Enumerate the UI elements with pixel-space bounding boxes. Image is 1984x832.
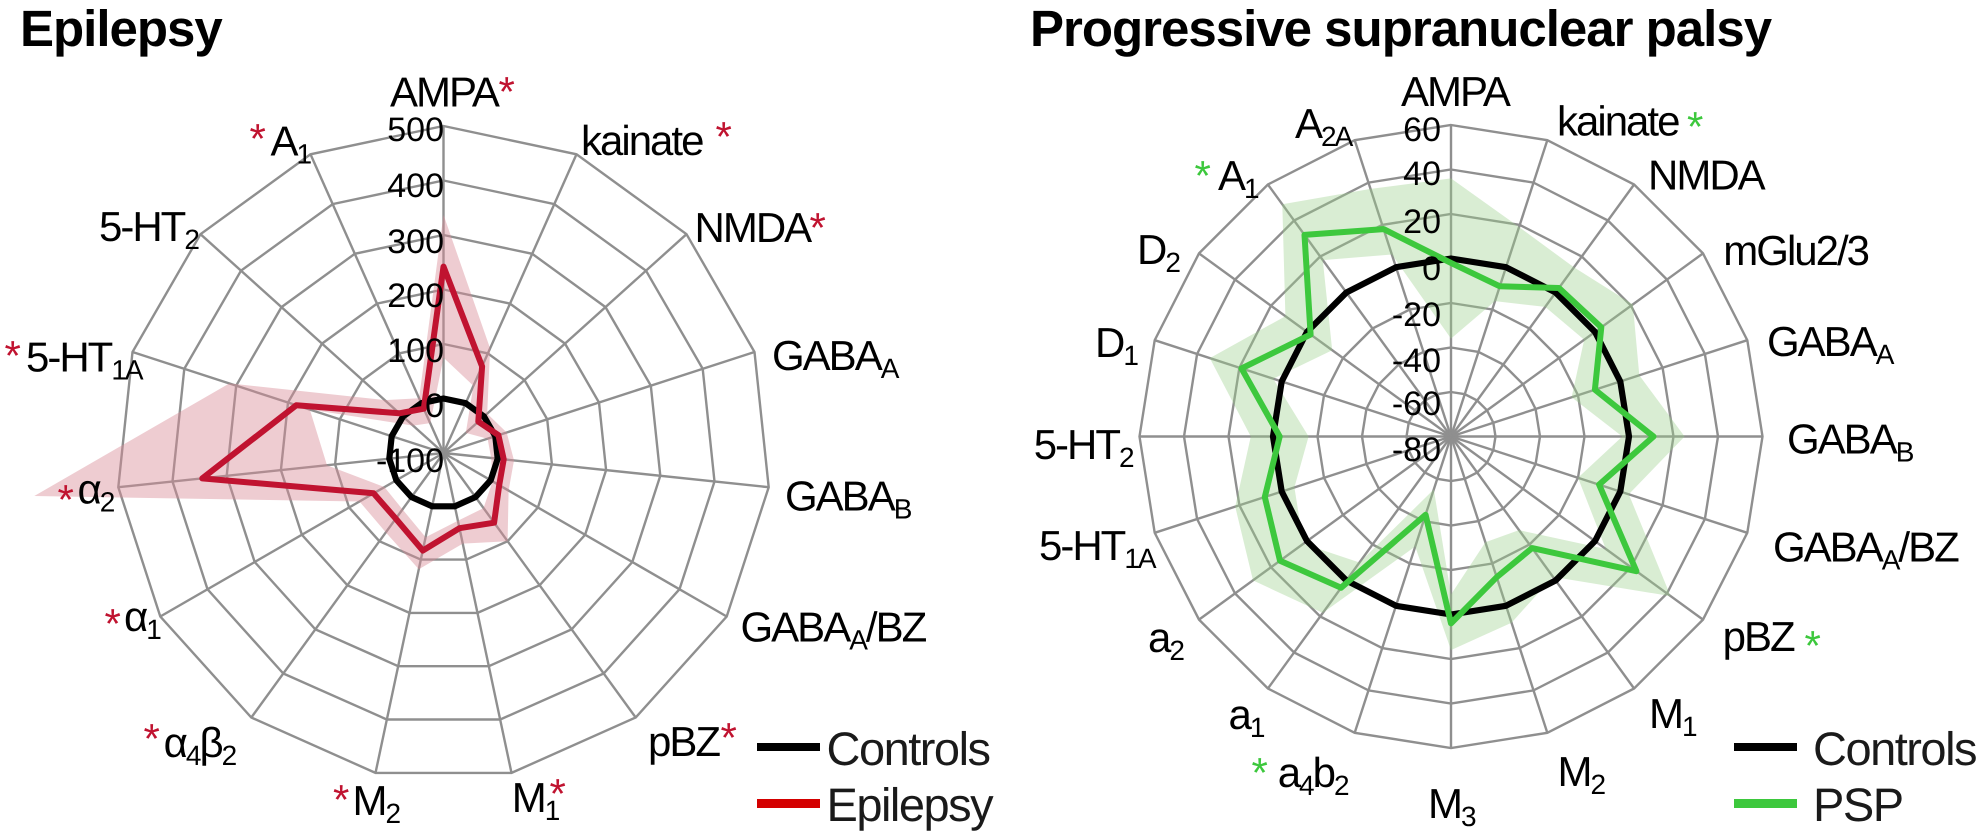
svg-text:*: *	[58, 476, 74, 523]
svg-text:300: 300	[387, 223, 444, 261]
svg-text:α4​β2​: α4​β2​	[164, 719, 237, 771]
svg-text:AMPA: AMPA	[390, 69, 500, 116]
svg-text:*: *	[1805, 622, 1821, 669]
svg-text:-100: -100	[376, 442, 444, 480]
svg-text:NMDA: NMDA	[1648, 151, 1766, 198]
svg-text:PSP: PSP	[1813, 778, 1903, 831]
svg-text:-80: -80	[1392, 431, 1441, 469]
svg-text:GABAA​: GABAA​	[1767, 318, 1895, 370]
svg-text:0: 0	[1422, 250, 1441, 288]
svg-text:*: *	[716, 113, 732, 160]
svg-text:Controls: Controls	[1813, 722, 1976, 775]
svg-text:Progressive supranuclear palsy: Progressive supranuclear palsy	[1030, 0, 1773, 57]
svg-text:5-HT2​: 5-HT2​	[99, 203, 199, 255]
svg-text:Epilepsy: Epilepsy	[827, 778, 995, 831]
svg-text:GABAB​: GABAB​	[785, 473, 912, 525]
svg-text:*: *	[550, 770, 566, 817]
svg-text:Controls: Controls	[827, 722, 990, 775]
svg-text:GABAB​: GABAB​	[1787, 416, 1914, 468]
svg-text:200: 200	[387, 277, 444, 315]
svg-text:pBZ: pBZ	[648, 718, 720, 765]
svg-text:kainate: kainate	[1557, 98, 1679, 145]
svg-text:pBZ: pBZ	[1723, 613, 1795, 660]
svg-text:GABAA​/BZ: GABAA​/BZ	[741, 604, 927, 656]
svg-text:GABAA​: GABAA​	[772, 332, 900, 384]
svg-text:*: *	[144, 715, 160, 762]
svg-text:Epilepsy: Epilepsy	[20, 0, 223, 57]
svg-text:*: *	[1687, 103, 1703, 150]
svg-text:M1​: M1​	[1649, 690, 1697, 742]
svg-text:*: *	[1195, 152, 1211, 199]
svg-text:60: 60	[1403, 111, 1441, 149]
svg-text:5-HT2​: 5-HT2​	[1034, 421, 1134, 473]
svg-text:-20: -20	[1392, 296, 1441, 334]
svg-text:*: *	[333, 776, 349, 823]
svg-text:*: *	[5, 332, 21, 379]
svg-text:400: 400	[387, 167, 444, 205]
svg-text:0: 0	[425, 387, 444, 425]
svg-text:AMPA: AMPA	[1401, 68, 1511, 115]
svg-text:M3​: M3​	[1428, 780, 1476, 832]
svg-text:α2​: α2​	[78, 466, 115, 518]
svg-text:*: *	[105, 600, 121, 647]
svg-text:*: *	[250, 115, 266, 162]
svg-text:20: 20	[1403, 203, 1441, 241]
svg-text:5-HT1A​: 5-HT1A​	[26, 334, 144, 386]
svg-text:5-HT1A​: 5-HT1A​	[1039, 522, 1157, 574]
svg-text:40: 40	[1403, 155, 1441, 193]
svg-text:kainate: kainate	[581, 117, 703, 164]
svg-text:*: *	[499, 68, 515, 115]
svg-text:mGlu2/3: mGlu2/3	[1723, 227, 1868, 274]
svg-text:*: *	[721, 714, 737, 761]
svg-text:-40: -40	[1392, 342, 1441, 380]
svg-text:*: *	[1252, 749, 1268, 796]
svg-text:NMDA: NMDA	[695, 204, 813, 251]
svg-text:100: 100	[387, 332, 444, 370]
svg-text:-60: -60	[1392, 385, 1441, 423]
svg-text:A2A​: A2A​	[1295, 100, 1354, 152]
svg-text:500: 500	[387, 111, 444, 149]
svg-text:GABAA​/BZ: GABAA​/BZ	[1773, 523, 1959, 575]
svg-text:D2​: D2​	[1137, 226, 1180, 278]
svg-text:*: *	[810, 204, 826, 251]
